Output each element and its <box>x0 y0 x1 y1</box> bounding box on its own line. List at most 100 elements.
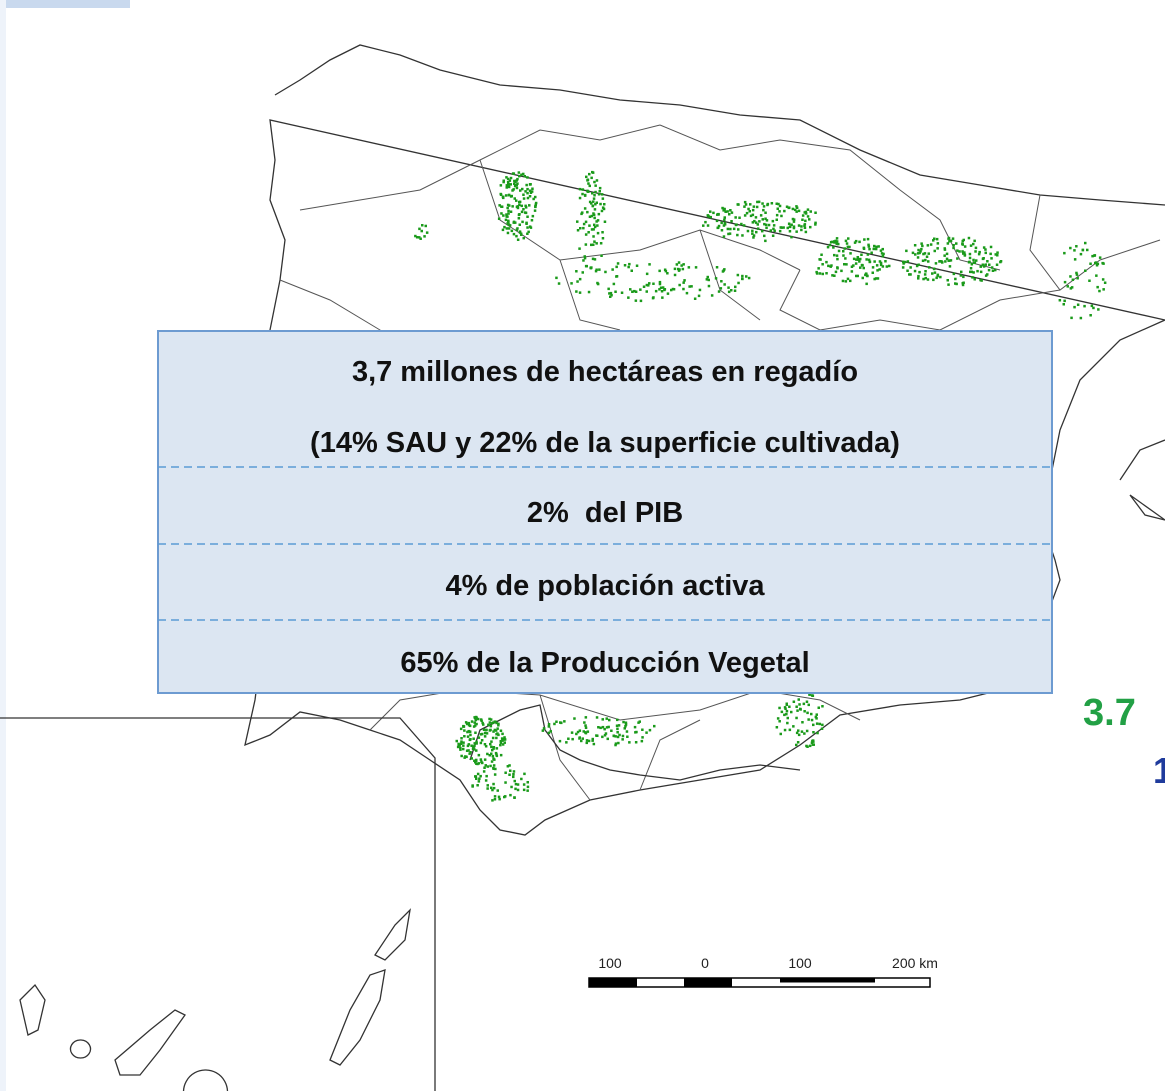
irrigated-dot <box>494 729 498 732</box>
irrigated-dot <box>820 253 823 256</box>
irrigated-dot <box>477 762 481 765</box>
irrigated-dot <box>791 207 795 211</box>
irrigated-dot <box>578 247 581 250</box>
irrigated-dot <box>590 243 593 247</box>
irrigated-dot <box>576 220 579 223</box>
irrigated-dot <box>658 280 662 284</box>
irrigated-dot <box>743 214 747 217</box>
irrigated-dot <box>484 779 488 782</box>
irrigated-dot <box>956 257 959 260</box>
irrigated-dot <box>949 259 953 262</box>
irrigated-dot <box>584 243 588 246</box>
irrigated-dot <box>527 230 530 234</box>
irrigated-dot <box>778 229 782 233</box>
irrigated-dot <box>495 753 498 756</box>
irrigated-dot <box>508 773 511 776</box>
irrigated-dot <box>815 270 818 274</box>
irrigated-dot <box>989 245 993 249</box>
irrigated-dot <box>485 732 489 735</box>
irrigated-dot <box>815 713 818 716</box>
irrigated-dot <box>414 234 417 238</box>
irrigated-dot <box>872 247 875 251</box>
irrigated-dot <box>526 191 529 195</box>
irrigated-dot <box>498 797 501 801</box>
irrigated-dot <box>532 197 535 201</box>
island <box>182 1069 229 1091</box>
irrigated-dot <box>926 278 930 281</box>
irrigated-dot <box>507 209 510 213</box>
irrigated-dot <box>835 242 838 246</box>
irrigated-dot <box>652 282 655 285</box>
irrigated-dot <box>469 751 472 754</box>
irrigated-dot <box>888 264 891 268</box>
irrigated-dot <box>591 192 594 195</box>
irrigated-dot <box>592 243 595 246</box>
irrigated-dot <box>818 722 821 726</box>
irrigated-dot <box>510 229 514 233</box>
irrigated-dot <box>792 226 796 230</box>
irrigated-dot <box>486 765 489 768</box>
irrigated-dot <box>472 737 475 740</box>
irrigated-dot <box>879 249 883 252</box>
irrigated-dot <box>963 253 967 256</box>
irrigated-dot <box>707 284 711 288</box>
irrigated-dot <box>505 215 508 218</box>
irrigated-dot <box>513 779 516 783</box>
irrigated-dot <box>627 296 630 299</box>
irrigated-dot <box>470 720 474 723</box>
irrigated-dot <box>584 731 588 735</box>
irrigated-dot <box>811 739 814 743</box>
irrigated-dot <box>792 700 796 703</box>
irrigated-dot <box>800 730 804 733</box>
irrigated-dot <box>587 190 590 193</box>
irrigated-dot <box>682 281 685 284</box>
irrigated-dot <box>804 212 808 215</box>
irrigated-dot <box>1063 299 1066 303</box>
irrigated-dot <box>968 256 972 260</box>
irrigated-dot <box>581 192 584 196</box>
irrigated-dot <box>547 731 551 735</box>
irrigated-dot <box>1070 286 1074 289</box>
irrigated-dot <box>1071 278 1075 281</box>
irrigated-dot <box>873 260 876 263</box>
irrigated-dot <box>489 718 493 721</box>
irrigated-dot <box>807 703 810 707</box>
irrigated-dot <box>765 219 769 222</box>
irrigated-dot <box>639 299 643 303</box>
irrigated-dot <box>879 263 883 267</box>
irrigated-dot <box>576 229 580 232</box>
irrigated-dot <box>621 734 625 738</box>
irrigated-dot <box>796 741 800 744</box>
irrigated-dot <box>717 224 721 228</box>
irrigated-dot <box>595 201 598 204</box>
irrigated-dot <box>955 242 958 245</box>
irrigated-dot <box>812 731 815 734</box>
irrigated-dot <box>502 180 505 184</box>
irrigated-dot <box>996 251 999 254</box>
irrigated-dot <box>483 758 487 761</box>
irrigated-dot <box>759 214 763 217</box>
irrigated-dot <box>529 191 533 194</box>
irrigated-dot <box>524 204 527 208</box>
irrigated-dot <box>578 196 582 200</box>
irrigated-dot <box>775 202 778 205</box>
irrigated-dot <box>518 200 521 204</box>
irrigated-dot <box>616 727 619 731</box>
irrigated-dot <box>596 281 599 285</box>
irrigated-dot <box>593 180 596 184</box>
irrigated-dot <box>517 171 521 174</box>
island <box>329 969 386 1066</box>
irrigated-dot <box>1102 288 1105 291</box>
irrigated-dot <box>466 735 470 738</box>
irrigated-dot <box>1073 305 1076 309</box>
irrigated-dot <box>797 209 801 213</box>
irrigated-dot <box>522 783 526 786</box>
irrigated-dot <box>773 229 776 232</box>
irrigated-dot <box>597 193 601 196</box>
irrigated-dot <box>578 187 582 191</box>
irrigated-dot <box>933 237 936 240</box>
irrigated-dot <box>503 225 506 229</box>
irrigated-dot <box>792 725 795 728</box>
irrigated-dot <box>727 286 730 289</box>
irrigated-dot <box>1098 289 1101 293</box>
